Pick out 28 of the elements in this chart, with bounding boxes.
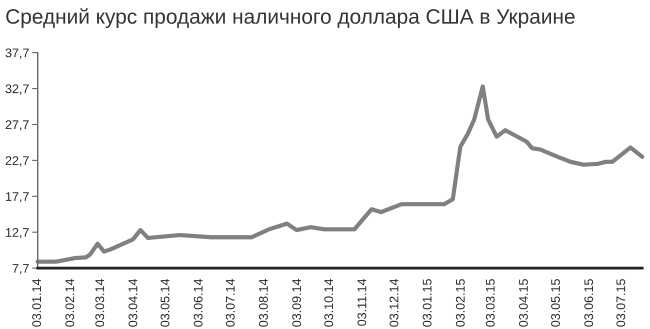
line-series bbox=[36, 84, 644, 264]
x-tick-label: 03.04.14 bbox=[128, 278, 138, 327]
y-tick-label: 22,7 bbox=[6, 156, 29, 167]
y-tick-label: 7,7 bbox=[12, 264, 29, 274]
x-tick-label: 03.07.14 bbox=[226, 278, 235, 327]
x-tick-label: 03.06.15 bbox=[584, 279, 594, 327]
x-tick-label: 03.03.14 bbox=[95, 278, 104, 327]
chart-title: Средний курс продажи наличного доллара США в Украине bbox=[6, 8, 575, 28]
x-tick-label: 03.01.14 bbox=[32, 278, 42, 327]
y-tick-label: 12,7 bbox=[6, 228, 29, 238]
x-tick-label: 03.10.14 bbox=[324, 278, 334, 327]
x-tick-label: 03.02.14 bbox=[65, 278, 74, 327]
y-tick-label: 32,7 bbox=[6, 84, 29, 95]
x-tick-label: 03.07.15 bbox=[616, 279, 626, 327]
y-tick-label: 17,7 bbox=[6, 192, 29, 202]
x-tick-label: 03.02.15 bbox=[456, 279, 465, 327]
x-tick-label: 03.12.14 bbox=[390, 278, 398, 327]
y-tick-label: 27,7 bbox=[6, 120, 29, 131]
y-tick-label: 37,7 bbox=[6, 48, 29, 59]
x-tick-label: 03.04.15 bbox=[519, 279, 528, 327]
x-tick-label: 03.09.14 bbox=[292, 278, 302, 327]
x-tick-label: 03.05.15 bbox=[551, 279, 560, 327]
x-tick-label: 03.01.15 bbox=[422, 279, 432, 327]
x-tick-label: 03.05.14 bbox=[160, 278, 170, 327]
x-tick-label: 03.06.14 bbox=[194, 278, 203, 327]
x-tick-label: 03.11.14 bbox=[357, 278, 366, 326]
x-tick-label: 03.03.15 bbox=[486, 279, 495, 327]
x-tick-label: 03.08.14 bbox=[259, 278, 268, 327]
